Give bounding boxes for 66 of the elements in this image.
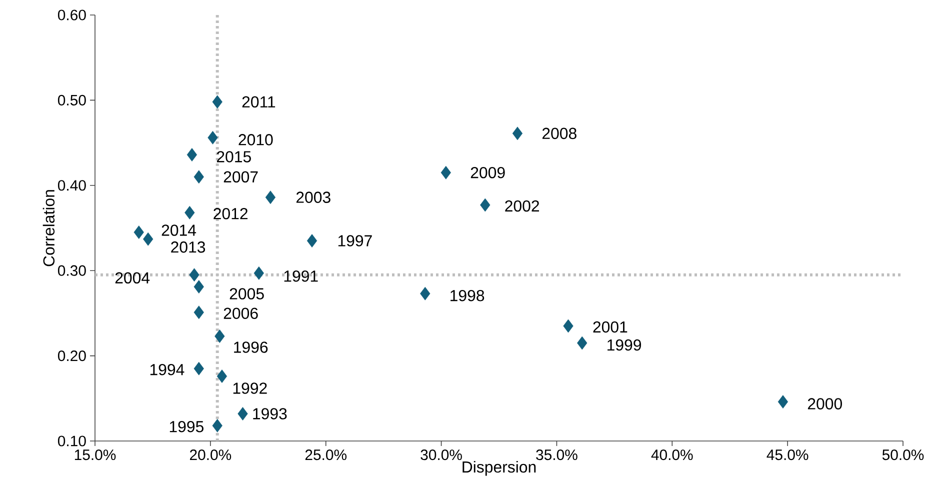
point xyxy=(238,407,248,420)
annotation: 2010 xyxy=(238,134,273,146)
point xyxy=(212,418,222,432)
annotation: 2000 xyxy=(808,398,842,410)
point xyxy=(512,126,523,140)
x-tick-label: 45.0% xyxy=(766,450,808,460)
point xyxy=(184,206,195,220)
x-axis-title: Dispersion xyxy=(462,460,536,476)
point xyxy=(563,319,574,333)
x-tick-label: 35.0% xyxy=(536,450,578,460)
y-tick-label: 0.50 xyxy=(58,94,86,106)
annotation: 2013 xyxy=(171,241,206,253)
point xyxy=(194,362,204,376)
annotation: 2002 xyxy=(505,200,540,212)
x-tick-label: 40.0% xyxy=(651,450,693,460)
point xyxy=(216,370,228,383)
point xyxy=(480,198,490,212)
annotation: 2014 xyxy=(162,224,196,236)
annotation: 2003 xyxy=(296,192,330,203)
y-tick-label: 0.60 xyxy=(58,10,86,20)
point xyxy=(143,232,154,246)
annotation: 1999 xyxy=(608,339,642,351)
annotation: 1994 xyxy=(150,364,184,376)
point xyxy=(254,266,264,280)
x-tick-label: 50.0% xyxy=(882,450,924,460)
annotation: 2012 xyxy=(214,208,248,220)
point xyxy=(440,166,451,180)
annotation: 1995 xyxy=(170,421,204,432)
point xyxy=(778,395,788,409)
x-tick-label: 30.0% xyxy=(420,450,462,460)
x-tick-label: 25.0% xyxy=(305,450,347,460)
point xyxy=(134,226,144,239)
x-tick-label: 20.0% xyxy=(190,450,232,460)
point xyxy=(577,336,588,350)
point xyxy=(214,330,225,343)
point xyxy=(420,286,430,300)
annotation: 2008 xyxy=(542,128,576,140)
annotation: 2004 xyxy=(115,272,150,284)
point xyxy=(306,234,318,248)
annotation: 1991 xyxy=(284,270,318,282)
point xyxy=(265,190,276,204)
annotation: 2015 xyxy=(216,151,251,162)
annotation: 2007 xyxy=(224,171,258,183)
point xyxy=(189,268,200,282)
point xyxy=(194,170,204,184)
annotation: 2005 xyxy=(230,288,264,300)
y-tick-label: 0.30 xyxy=(58,265,86,276)
point xyxy=(194,280,204,294)
point xyxy=(194,306,204,320)
point xyxy=(186,148,198,162)
y-tick-label: 0.20 xyxy=(58,350,86,362)
point xyxy=(212,95,222,109)
x-tick-label: 15.0% xyxy=(74,450,116,460)
annotation: 1993 xyxy=(253,408,287,420)
y-axis-title: Correlation xyxy=(42,190,55,266)
annotation: 1992 xyxy=(233,382,267,394)
annotation: 2011 xyxy=(242,96,276,108)
annotation: 2001 xyxy=(593,321,628,333)
annotation: 1997 xyxy=(338,235,372,246)
annotation: 2006 xyxy=(224,308,258,319)
y-tick-label: 0.40 xyxy=(58,180,86,191)
point xyxy=(208,130,218,144)
annotation: 1998 xyxy=(450,290,484,302)
y-tick-label: 0.10 xyxy=(58,436,86,446)
annotation: 1996 xyxy=(234,342,268,353)
annotation: 2009 xyxy=(470,166,505,178)
